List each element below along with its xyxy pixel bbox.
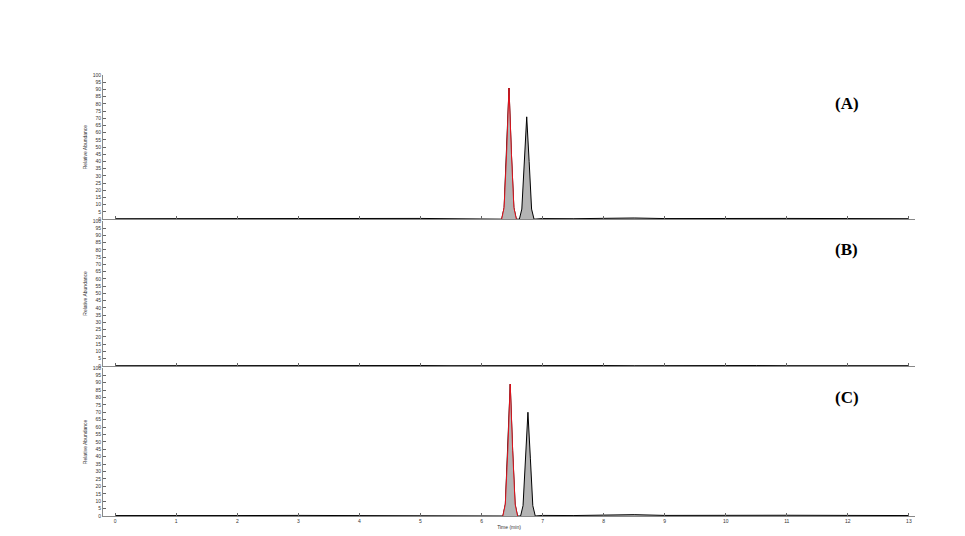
svg-text:0: 0 <box>98 363 101 369</box>
svg-text:1: 1 <box>175 518 178 524</box>
svg-text:60: 60 <box>95 129 101 135</box>
svg-text:0: 0 <box>98 216 101 222</box>
svg-text:85: 85 <box>95 387 101 393</box>
svg-text:60: 60 <box>95 276 101 282</box>
svg-text:85: 85 <box>95 93 101 99</box>
svg-text:75: 75 <box>95 108 101 114</box>
svg-text:3: 3 <box>297 518 300 524</box>
svg-text:10: 10 <box>95 498 101 504</box>
svg-text:20: 20 <box>95 334 101 340</box>
svg-text:40: 40 <box>95 158 101 164</box>
svg-text:5: 5 <box>98 505 101 511</box>
svg-text:5: 5 <box>98 355 101 361</box>
svg-text:Relative Abundance: Relative Abundance <box>82 125 88 170</box>
svg-text:90: 90 <box>95 232 101 238</box>
svg-text:15: 15 <box>95 491 101 497</box>
svg-text:20: 20 <box>95 483 101 489</box>
svg-text:10: 10 <box>95 201 101 207</box>
svg-text:25: 25 <box>95 476 101 482</box>
svg-text:95: 95 <box>95 79 101 85</box>
svg-text:70: 70 <box>95 409 101 415</box>
svg-text:(B): (B) <box>835 240 858 259</box>
svg-text:45: 45 <box>95 297 101 303</box>
svg-text:40: 40 <box>95 453 101 459</box>
svg-text:5: 5 <box>419 518 422 524</box>
svg-text:0: 0 <box>98 513 101 519</box>
svg-text:15: 15 <box>95 341 101 347</box>
svg-text:65: 65 <box>95 268 101 274</box>
svg-text:(A): (A) <box>835 94 859 113</box>
svg-text:95: 95 <box>95 225 101 231</box>
svg-text:80: 80 <box>95 247 101 253</box>
svg-text:45: 45 <box>95 446 101 452</box>
svg-text:20: 20 <box>95 187 101 193</box>
svg-text:70: 70 <box>95 115 101 121</box>
svg-text:7: 7 <box>541 518 544 524</box>
svg-text:60: 60 <box>95 424 101 430</box>
svg-text:100: 100 <box>93 218 102 224</box>
svg-text:30: 30 <box>95 173 101 179</box>
svg-text:40: 40 <box>95 305 101 311</box>
svg-text:55: 55 <box>95 137 101 143</box>
svg-text:25: 25 <box>95 180 101 186</box>
svg-text:75: 75 <box>95 254 101 260</box>
svg-text:55: 55 <box>95 431 101 437</box>
svg-text:8: 8 <box>602 518 605 524</box>
svg-text:6: 6 <box>480 518 483 524</box>
svg-text:9: 9 <box>663 518 666 524</box>
svg-text:80: 80 <box>95 101 101 107</box>
svg-text:35: 35 <box>95 165 101 171</box>
svg-text:55: 55 <box>95 283 101 289</box>
svg-text:30: 30 <box>95 468 101 474</box>
svg-text:0: 0 <box>114 518 117 524</box>
svg-text:75: 75 <box>95 402 101 408</box>
svg-text:13: 13 <box>906 518 912 524</box>
svg-text:30: 30 <box>95 319 101 325</box>
svg-text:11: 11 <box>784 518 789 524</box>
svg-text:50: 50 <box>95 439 101 445</box>
svg-text:10: 10 <box>723 518 729 524</box>
svg-text:100: 100 <box>93 365 102 371</box>
svg-text:70: 70 <box>95 261 101 267</box>
svg-text:45: 45 <box>95 151 101 157</box>
svg-text:2: 2 <box>236 518 239 524</box>
svg-text:65: 65 <box>95 122 101 128</box>
svg-text:85: 85 <box>95 239 101 245</box>
svg-text:5: 5 <box>98 209 101 215</box>
svg-text:95: 95 <box>95 372 101 378</box>
svg-text:25: 25 <box>95 326 101 332</box>
svg-text:65: 65 <box>95 416 101 422</box>
svg-text:4: 4 <box>358 518 361 524</box>
svg-text:15: 15 <box>95 194 101 200</box>
svg-text:35: 35 <box>95 461 101 467</box>
svg-text:100: 100 <box>93 72 102 78</box>
svg-text:80: 80 <box>95 394 101 400</box>
svg-text:12: 12 <box>845 518 851 524</box>
svg-text:10: 10 <box>95 348 101 354</box>
svg-text:50: 50 <box>95 290 101 296</box>
svg-text:Relative Abundance: Relative Abundance <box>82 271 88 316</box>
svg-text:50: 50 <box>95 144 101 150</box>
svg-text:Time (min): Time (min) <box>497 524 521 530</box>
svg-text:90: 90 <box>95 86 101 92</box>
svg-text:90: 90 <box>95 379 101 385</box>
svg-text:35: 35 <box>95 312 101 318</box>
svg-text:(C): (C) <box>835 388 859 407</box>
svg-text:Relative Abundance: Relative Abundance <box>82 419 88 464</box>
